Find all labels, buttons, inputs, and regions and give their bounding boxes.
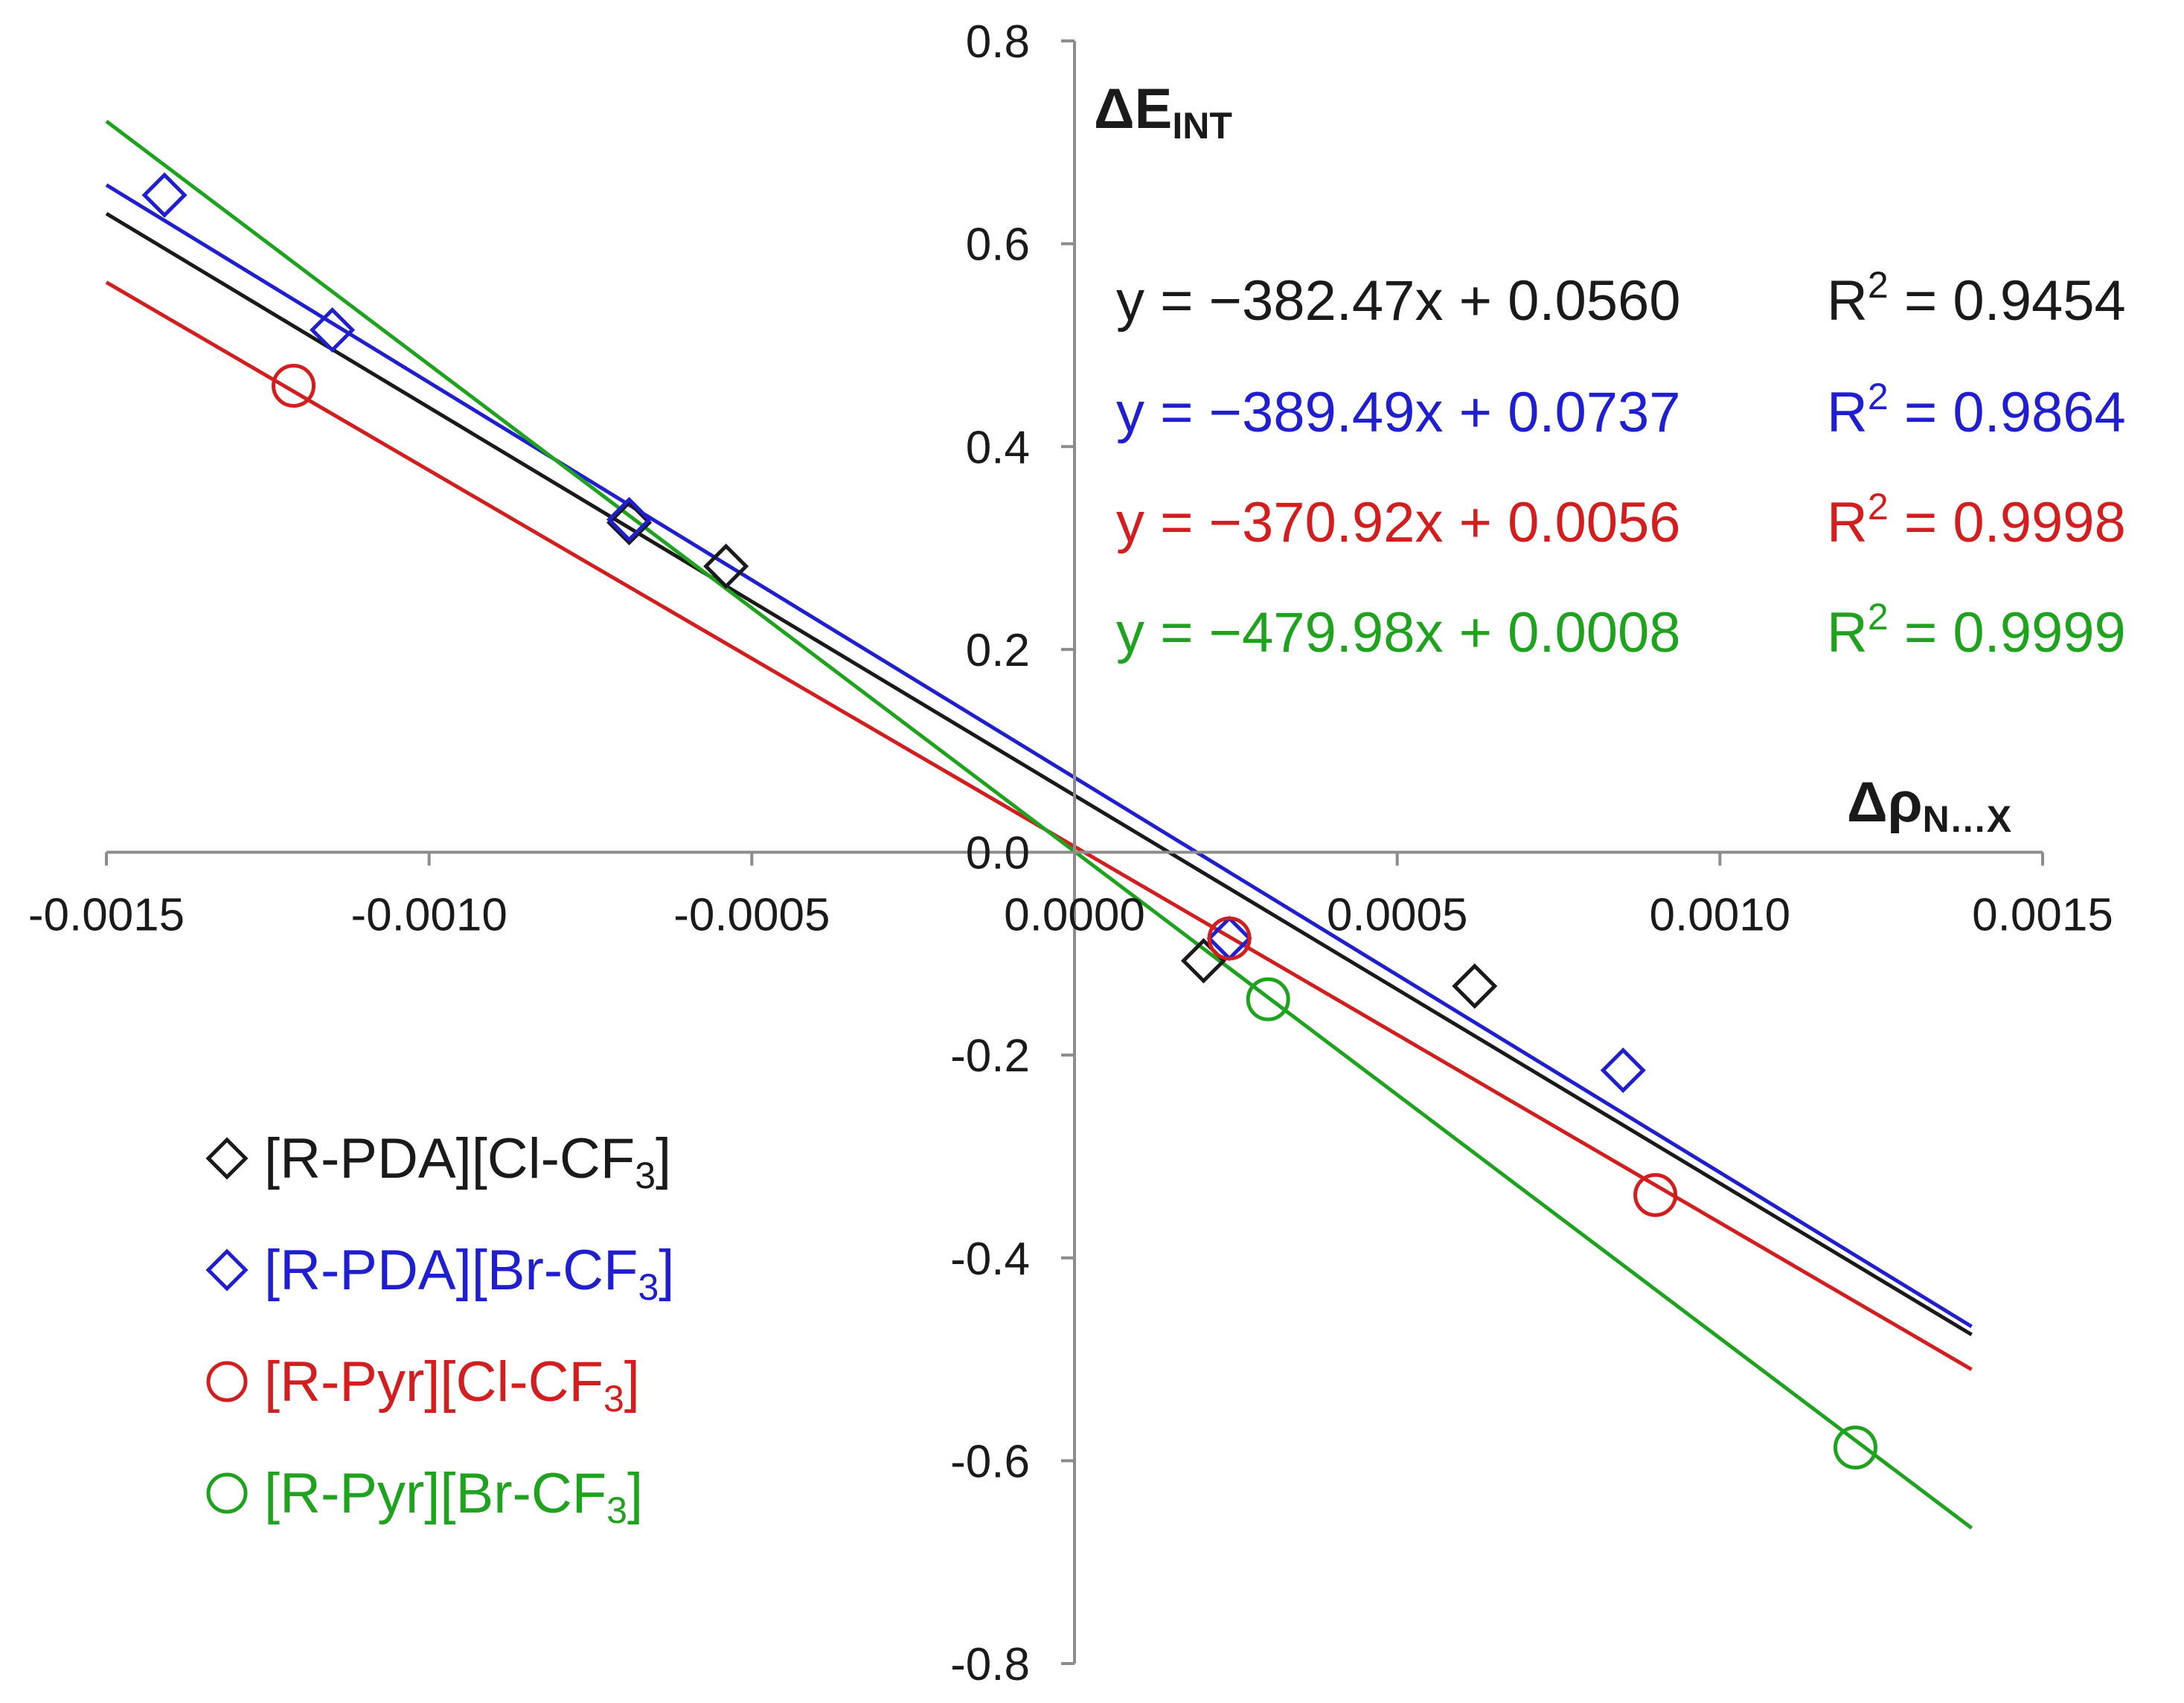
r2-series-4: R2 = 0.9999 [1827,596,2126,664]
y-tick-label: -0.8 [950,1639,1030,1690]
data-point-series-1 [606,499,653,546]
data-point-series-3 [1633,1173,1678,1217]
x-tick-label: 0.0005 [1327,890,1468,941]
data-point-series-2 [141,172,188,218]
legend-item-3: [R-Pyr][Cl-CF3] [206,1350,640,1420]
y-tick-label: -0.6 [950,1436,1030,1487]
legend-label-3: [R-Pyr][Cl-CF3] [264,1350,640,1420]
legend-label-4: [R-Pyr][Br-CF3] [264,1462,643,1531]
x-tick-label: 0.0000 [1004,890,1145,941]
fit-line-series-1 [105,211,1973,1336]
legend-marker-4 [206,1472,248,1514]
x-tick-label: -0.0005 [673,890,830,941]
x-tick-label: 0.0015 [1972,890,2113,941]
legend-marker-3 [206,1361,248,1402]
data-point-series-2 [606,496,653,542]
legend: [R-PDA][Cl-CF3] [R-PDA][Br-CF3] [R-Pyr][… [205,1127,674,1531]
y-tick-label: 0.4 [966,422,1030,473]
y-tick-label: -0.4 [950,1234,1030,1285]
legend-item-4: [R-Pyr][Br-CF3] [206,1462,643,1531]
data-points [141,172,1877,1470]
data-point-series-4 [1833,1425,1877,1470]
data-point-series-2 [1600,1048,1646,1094]
x-tick-label: -0.0010 [351,890,507,941]
legend-marker-1 [205,1137,249,1180]
fit-line-series-2 [105,183,1973,1329]
data-point-series-2 [310,307,356,353]
y-tick-label: 0.2 [966,625,1030,676]
fit-line-series-4 [105,120,1973,1530]
equation-series-1: y = −382.47x + 0.0560 [1116,269,1681,333]
data-point-series-4 [1246,977,1290,1022]
equation-series-2: y = −389.49x + 0.0737 [1116,381,1681,444]
fit-lines [105,120,1973,1530]
data-point-series-3 [272,363,316,408]
equation-series-4: y = −479.98x + 0.0008 [1116,601,1681,664]
x-tick-label: 0.0010 [1650,890,1791,941]
y-axis-title: ΔEINT [1094,77,1232,147]
x-tick-label: -0.0015 [28,890,185,941]
y-tick-label: 0.0 [966,828,1030,879]
legend-item-2: [R-PDA][Br-CF3] [205,1239,674,1308]
legend-marker-2 [205,1248,249,1292]
equations: y = −382.47x + 0.0560 R2 = 0.9454 y = −3… [1116,264,2126,664]
data-point-series-1 [703,543,749,589]
data-point-series-1 [1452,963,1498,1009]
y-tick-label: 0.6 [966,219,1030,271]
y-tick-label: -0.2 [950,1030,1030,1082]
legend-label-2: [R-PDA][Br-CF3] [264,1239,674,1308]
axes: -0.0015 -0.0010 -0.0005 0.0000 0.0005 0.0010 0… [28,16,2113,1690]
legend-label-1: [R-PDA][Cl-CF3] [264,1127,671,1196]
r2-series-1: R2 = 0.9454 [1827,264,2126,333]
r2-series-2: R2 = 0.9864 [1827,376,2126,444]
x-axis-title: ΔρN…X [1847,771,2011,840]
r2-series-3: R2 = 0.9998 [1827,486,2126,554]
data-point-series-3 [1207,916,1252,960]
y-tick-label: 0.8 [966,16,1030,68]
legend-item-1: [R-PDA][Cl-CF3] [205,1127,671,1196]
equation-series-3: y = −370.92x + 0.0056 [1116,491,1681,554]
